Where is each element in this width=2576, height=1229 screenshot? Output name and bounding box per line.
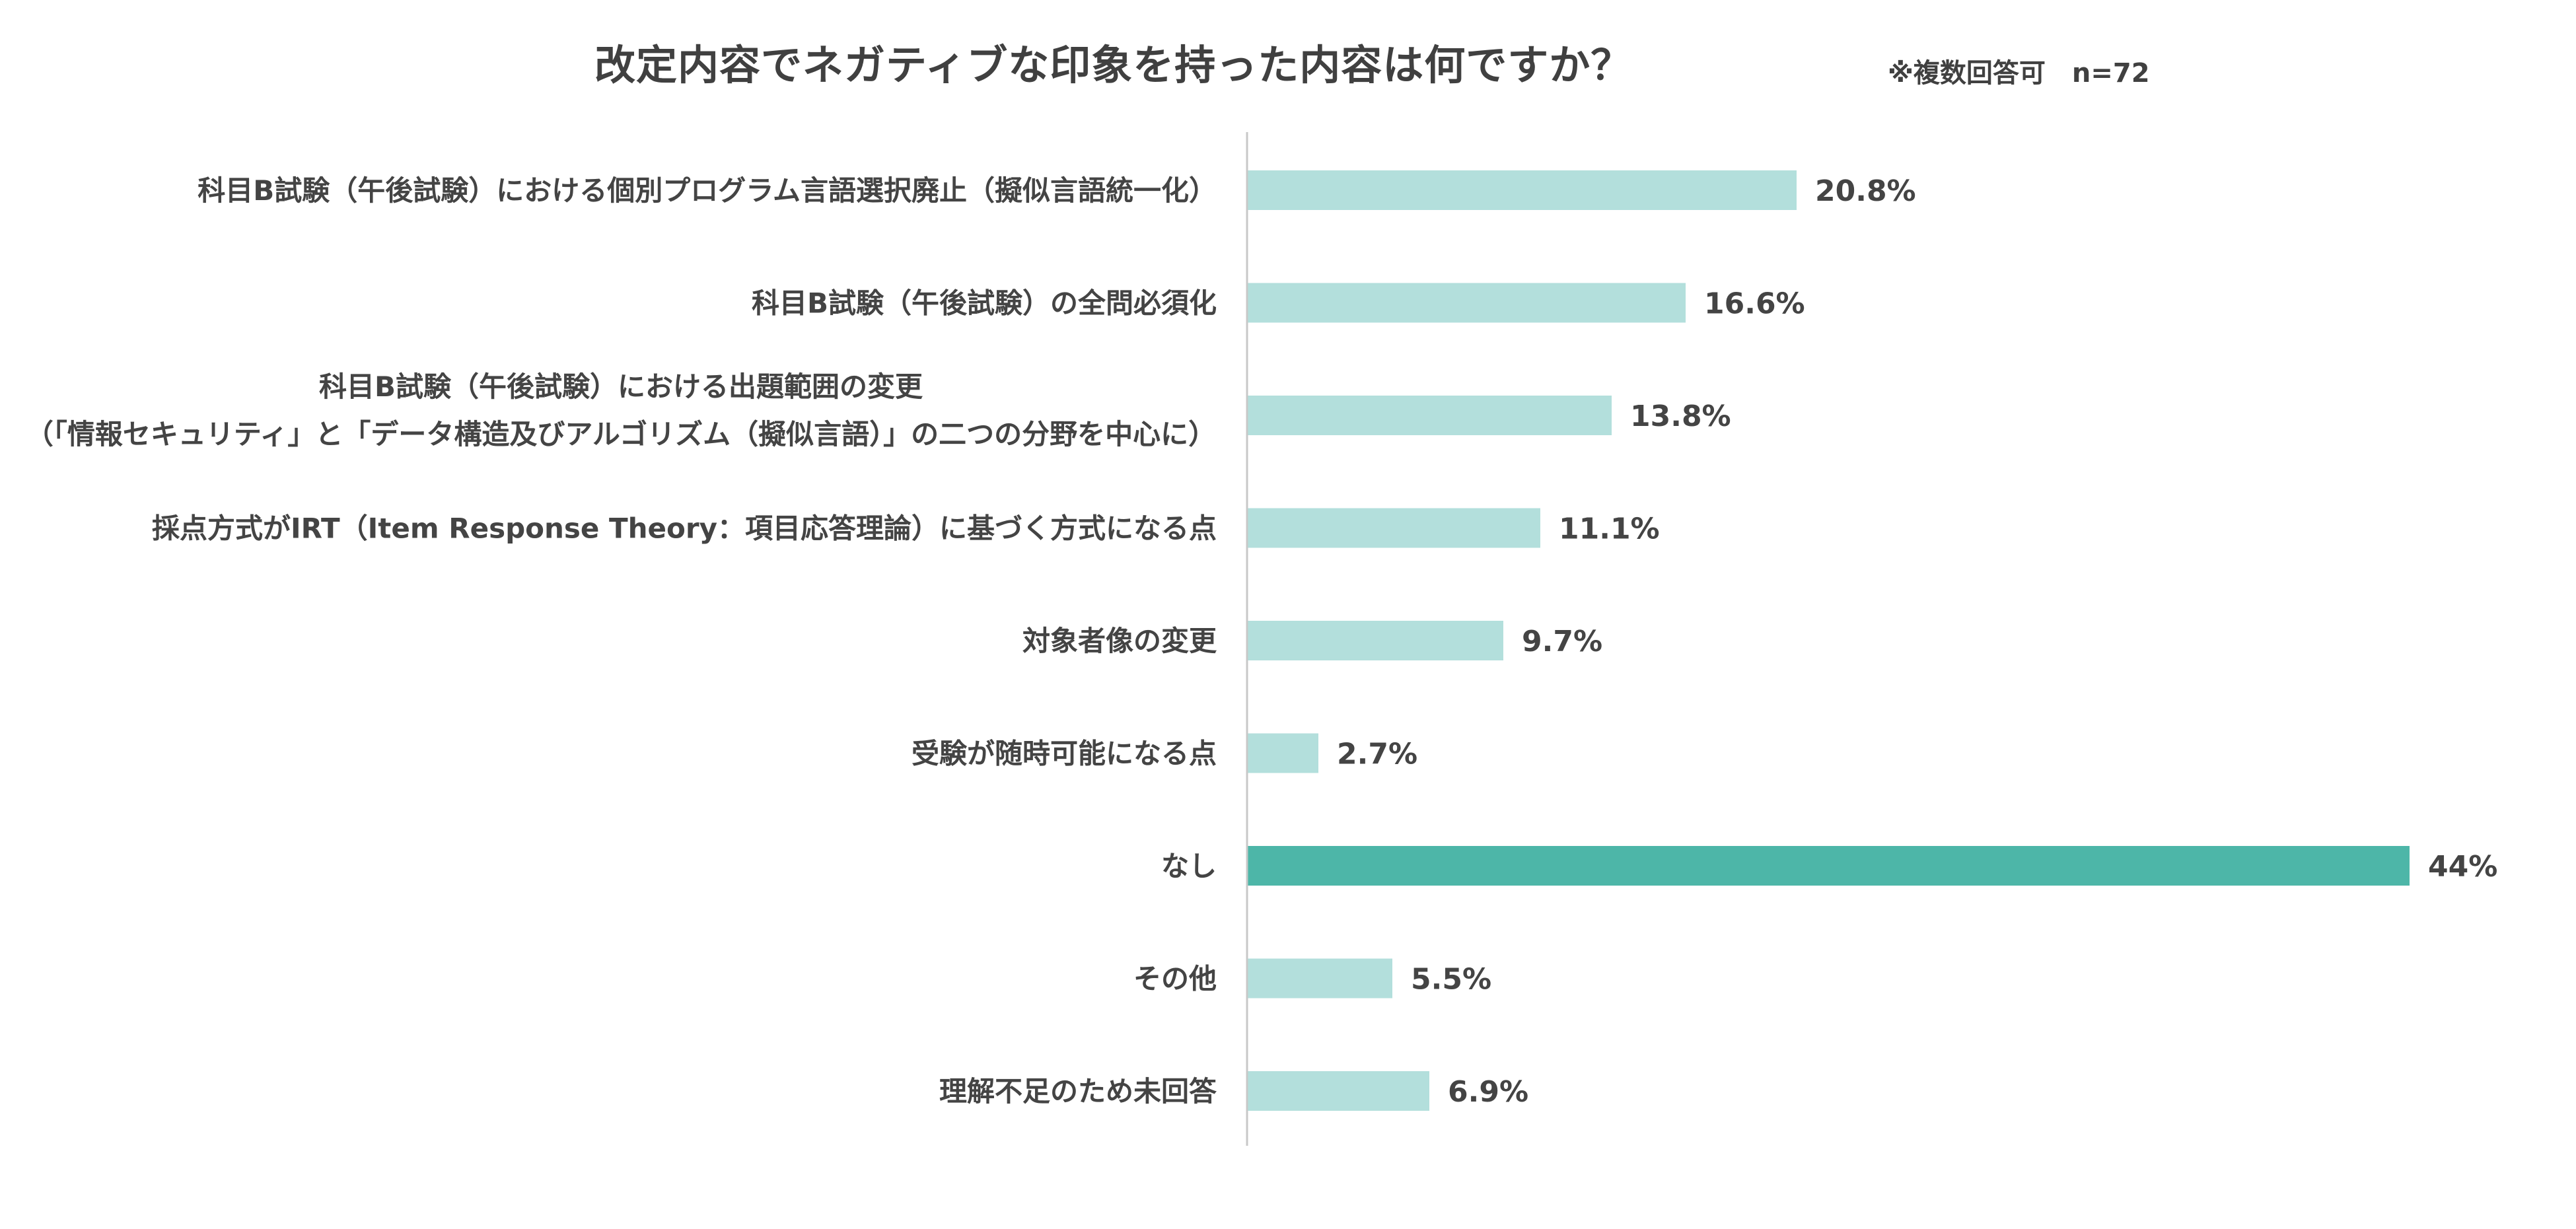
value-label-3: 13.8% bbox=[1630, 400, 1731, 433]
bars-layer bbox=[1247, 170, 2410, 1111]
bar-8 bbox=[1247, 958, 1392, 999]
bar-1 bbox=[1247, 170, 1797, 210]
bar-6 bbox=[1247, 733, 1318, 773]
value-label-1: 20.8% bbox=[1815, 174, 1916, 208]
category-label-9: 理解不足のため未回答 bbox=[939, 1075, 1217, 1107]
value-labels: 20.8% 16.6% 13.8% 11.1% 9.7% 2.7% 44% 5.5% 6.9% bbox=[1337, 174, 2497, 1109]
category-labels: 科目B試験（午後試験）における個別プログラム言語選択廃止（擬似言語統一化） 科目B… bbox=[26, 174, 1217, 1107]
category-label-3: 科目B試験（午後試験）における出題範囲の変更（「情報セキュリティ」と「データ構造… bbox=[26, 370, 1216, 450]
category-label-2: 科目B試験（午後試験）の全問必須化 bbox=[752, 287, 1217, 320]
bar-9 bbox=[1247, 1071, 1429, 1111]
category-label-4: 採点方式がIRT（Item Response Theory：項目応答理論）に基づ… bbox=[152, 512, 1217, 545]
value-label-7: 44% bbox=[2428, 850, 2497, 884]
bar-3 bbox=[1247, 396, 1612, 435]
value-label-8: 5.5% bbox=[1411, 963, 1491, 997]
value-label-6: 2.7% bbox=[1337, 738, 1417, 771]
bar-5 bbox=[1247, 621, 1503, 660]
value-label-9: 6.9% bbox=[1448, 1075, 1528, 1109]
category-label-6: 受験が随時可能になる点 bbox=[912, 738, 1217, 770]
value-label-5: 9.7% bbox=[1522, 625, 1602, 658]
category-label-1: 科目B試験（午後試験）における個別プログラム言語選択廃止（擬似言語統一化） bbox=[197, 174, 1217, 207]
bar-4 bbox=[1247, 508, 1540, 548]
category-label-7: なし bbox=[1161, 850, 1217, 882]
value-label-2: 16.6% bbox=[1704, 287, 1805, 321]
chart-title: 改定内容でネガティブな印象を持った内容は何ですか？ bbox=[594, 41, 1633, 89]
category-label-5: 対象者像の変更 bbox=[1022, 625, 1217, 657]
category-label-8: その他 bbox=[1133, 963, 1217, 995]
bar-7 bbox=[1247, 846, 2410, 886]
value-label-4: 11.1% bbox=[1559, 512, 1660, 546]
bar-2 bbox=[1247, 283, 1686, 323]
chart-note: ※複数回答可 n=72 bbox=[1888, 58, 2150, 88]
